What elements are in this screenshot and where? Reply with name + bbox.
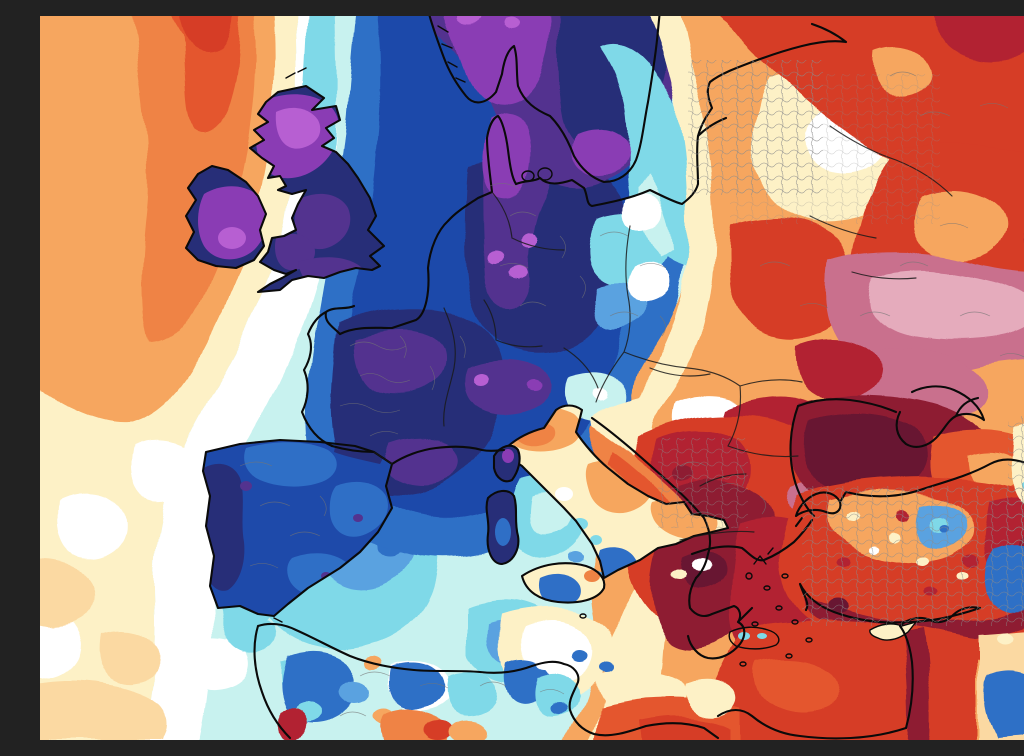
- country-borders: [373, 125, 953, 541]
- scandinavia-coastline: [428, 16, 661, 184]
- malta-gibraltar-specks: [273, 613, 587, 623]
- scandinavia-cold-mass: [430, 16, 702, 267]
- balkans-admin-texture: [658, 438, 748, 528]
- northwest-africa-field: [278, 650, 578, 740]
- brittany-coastline: [300, 304, 356, 448]
- biscay-mediterranean-france: [330, 444, 506, 466]
- turkey-admin-texture: [802, 486, 1024, 626]
- temperature-anomaly-map: Filled-contour temperature anomaly weath…: [40, 16, 1024, 740]
- map-canvas: Filled-contour temperature anomaly weath…: [40, 16, 1024, 740]
- aegean-islands: [739, 547, 813, 667]
- norway-cold-core: [444, 16, 551, 105]
- baltic-sea-cool-band: [600, 42, 702, 267]
- cyprus: [869, 622, 916, 640]
- continental-west-coastline: [338, 114, 518, 336]
- sicily-patches: [539, 570, 600, 603]
- norway-fjord-specks: [285, 25, 466, 83]
- ireland-anomaly-patches: [198, 186, 266, 260]
- caucasus-admin-texture: [1008, 416, 1024, 556]
- danish-isles: [521, 167, 553, 182]
- crete-coastline: [728, 626, 780, 650]
- west-russia-admin-texture: [730, 74, 940, 224]
- admin-borders: [239, 60, 1024, 717]
- greece-coastline: [686, 518, 814, 660]
- white-transition-band: [143, 16, 337, 740]
- denmark-cold-patch: [482, 113, 531, 201]
- alps-cold-patch: [465, 360, 551, 415]
- crimea-azov-coastline: [895, 385, 986, 448]
